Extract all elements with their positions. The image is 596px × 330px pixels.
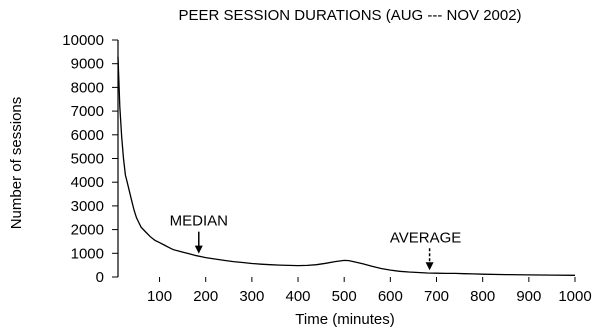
y-tick-label: 1000 xyxy=(71,245,104,262)
x-axis: 100 200 300 400 500 600 700 800 900 1000 xyxy=(147,277,592,305)
y-tick-label: 4000 xyxy=(71,174,104,191)
annotation-arrowhead xyxy=(194,245,203,254)
y-tick-label: 6000 xyxy=(71,127,104,144)
x-tick-label: 300 xyxy=(239,288,264,305)
y-tick-label: 3000 xyxy=(71,198,104,215)
x-tick-label: 800 xyxy=(470,288,495,305)
x-tick-label: 500 xyxy=(332,288,357,305)
annotations: MEDIAN AVERAGE xyxy=(170,213,461,271)
y-axis: 0 1000 2000 3000 4000 5000 6000 7000 8000 9000 100… xyxy=(62,32,118,286)
x-tick-label: 1000 xyxy=(558,288,591,305)
x-tick-label: 400 xyxy=(286,288,311,305)
x-axis-title: Time (minutes) xyxy=(295,311,394,328)
y-tick-label: 7000 xyxy=(71,103,104,120)
x-tick-label: 700 xyxy=(424,288,449,305)
x-tick-label: 100 xyxy=(147,288,172,305)
annotation-arrowhead xyxy=(425,262,434,271)
y-tick-label: 8000 xyxy=(71,79,104,96)
y-tick-label: 0 xyxy=(96,269,104,286)
y-tick-label: 5000 xyxy=(71,151,104,168)
x-tick-label: 200 xyxy=(193,288,218,305)
x-tick-label: 900 xyxy=(516,288,541,305)
y-tick-label: 9000 xyxy=(71,56,104,73)
y-tick-label: 2000 xyxy=(71,222,104,239)
series-line xyxy=(117,56,576,276)
y-tick-label: 10000 xyxy=(62,32,104,49)
chart-title: PEER SESSION DURATIONS (AUG --- NOV 2002… xyxy=(178,7,521,24)
y-axis-title: Number of sessions xyxy=(8,97,25,230)
annotation-label-median: MEDIAN xyxy=(170,213,228,230)
x-tick-label: 600 xyxy=(378,288,403,305)
annotation-label-average: AVERAGE xyxy=(390,229,461,246)
